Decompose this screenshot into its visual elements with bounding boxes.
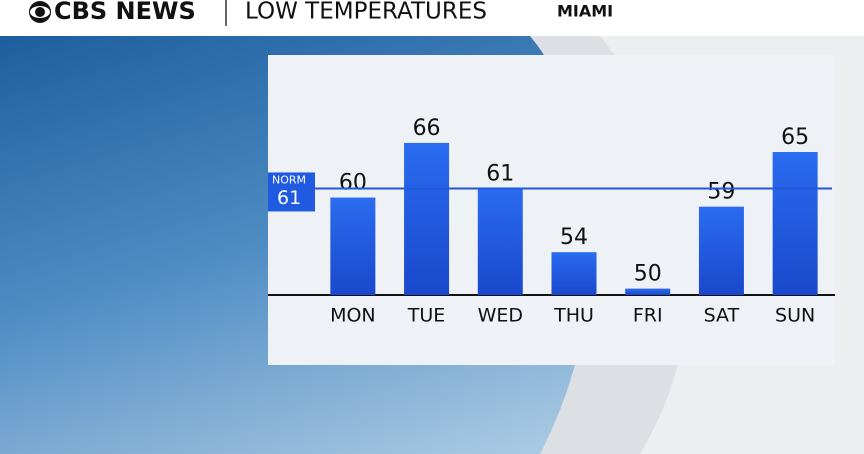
chart-title: LOW TEMPERATURES [245, 0, 487, 25]
x-tick-label: THU [553, 305, 594, 327]
bar [330, 197, 376, 295]
norm-value: 61 [277, 187, 301, 209]
bar [404, 142, 450, 295]
bar [698, 206, 744, 295]
x-tick-label: SUN [775, 305, 815, 327]
chart-subtitle: MIAMI [557, 2, 613, 21]
bar [551, 252, 597, 295]
value-label: 65 [781, 125, 809, 150]
x-tick-label: MON [330, 305, 376, 327]
bar [477, 188, 523, 295]
x-tick-label: SAT [704, 305, 740, 327]
norm-box [268, 172, 315, 212]
value-label: 54 [560, 225, 588, 250]
x-tick-label: FRI [633, 305, 663, 327]
value-label: 61 [486, 161, 514, 186]
bar [625, 288, 671, 295]
header-bar [0, 0, 864, 36]
x-tick-label: TUE [407, 305, 446, 327]
cbs-eye [29, 1, 51, 23]
value-label: 50 [634, 262, 662, 287]
value-label: 60 [339, 171, 367, 196]
x-tick-label: WED [478, 305, 523, 327]
value-label: 66 [413, 116, 441, 141]
norm-label: NORM [272, 173, 306, 186]
value-label: 59 [707, 180, 735, 205]
brand: CBS NEWS [54, 0, 196, 25]
bar [772, 152, 818, 295]
